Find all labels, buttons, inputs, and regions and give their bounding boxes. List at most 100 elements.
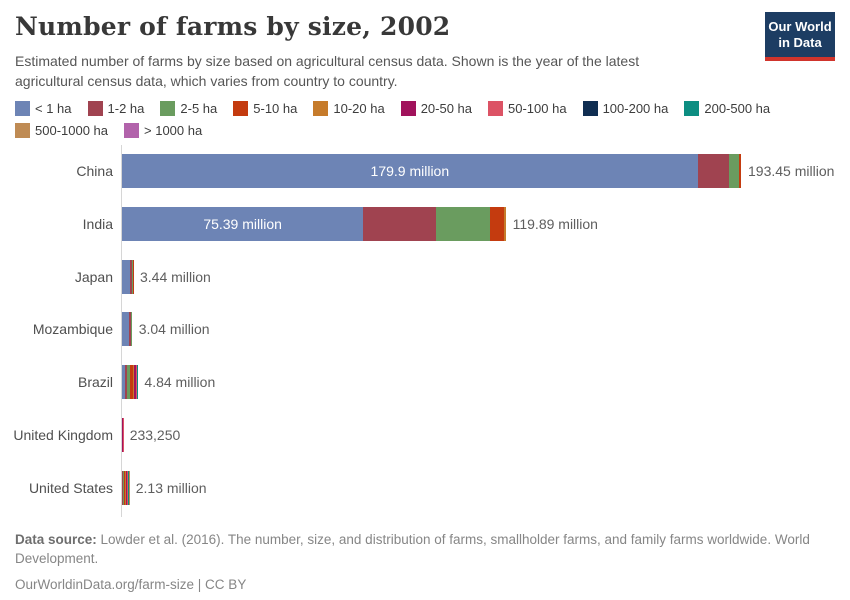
bar-segments bbox=[122, 259, 133, 294]
bar-row-united-kingdom: United Kingdom 233,250 bbox=[0, 418, 850, 452]
legend-item-1-ha[interactable]: < 1 ha bbox=[15, 101, 72, 116]
country-label: United States bbox=[28, 479, 113, 496]
stacked-bar: 179.9 million 193.45 million bbox=[122, 154, 834, 188]
legend-item-50-100-ha[interactable]: 50-100 ha bbox=[488, 101, 567, 116]
bar-segment-2-5-ha[interactable] bbox=[132, 259, 133, 294]
bar-segment-1-2-ha[interactable] bbox=[363, 206, 437, 241]
stacked-bar: 75.39 million 119.89 million bbox=[122, 206, 598, 241]
bar-segment-50-100-ha[interactable] bbox=[126, 470, 128, 505]
bar-segment-10-20-ha[interactable] bbox=[132, 365, 135, 400]
legend-item-1000-ha[interactable]: > 1000 ha bbox=[124, 123, 202, 138]
segment-value-label: 75.39 million bbox=[203, 215, 282, 232]
country-label: China bbox=[76, 163, 113, 179]
country-label: India bbox=[82, 215, 113, 232]
bar-segments bbox=[122, 470, 129, 505]
legend-label: < 1 ha bbox=[35, 101, 72, 116]
legend-label: 2-5 ha bbox=[180, 101, 218, 116]
bar-segment-5-10-ha[interactable] bbox=[489, 206, 504, 241]
bar-segment-1-ha[interactable]: 179.9 million bbox=[122, 154, 698, 188]
country-label: Japan bbox=[74, 268, 113, 285]
bar-segment-2-5-ha[interactable] bbox=[127, 365, 131, 400]
bar-total-label: 119.89 million bbox=[512, 215, 598, 232]
bar-segment-2-5-ha[interactable] bbox=[436, 206, 490, 241]
bar-segment-2-5-ha[interactable] bbox=[122, 470, 124, 505]
legend-swatch-icon bbox=[582, 101, 598, 116]
stacked-bar: 4.84 million bbox=[122, 365, 216, 400]
legend-label: 50-100 ha bbox=[508, 101, 567, 116]
bar-total-label: 3.04 million bbox=[138, 321, 210, 338]
stacked-bar: 3.04 million bbox=[122, 312, 210, 347]
bar-segment-20-50-ha[interactable] bbox=[125, 470, 127, 505]
chart-title: Number of farms by size, 2002 bbox=[15, 12, 451, 41]
bar-segment-1-ha[interactable] bbox=[122, 365, 126, 400]
legend-item-10-20-ha[interactable]: 10-20 ha bbox=[313, 101, 385, 116]
bar-segments bbox=[122, 365, 138, 400]
bar-segment-2-5-ha[interactable] bbox=[728, 154, 740, 188]
bar-row-united-states: United States 2.13 million bbox=[0, 470, 850, 505]
bar-segment-1-ha[interactable]: 75.39 million bbox=[122, 206, 364, 241]
bar-segment-1-2-ha[interactable] bbox=[122, 470, 123, 505]
bar-row-mozambique: Mozambique 3.04 million bbox=[0, 312, 850, 347]
owid-link[interactable]: OurWorldinData.org/farm-size | CC BY bbox=[15, 576, 247, 592]
legend-label: 100-200 ha bbox=[602, 101, 669, 116]
legend-item-500-1000-ha[interactable]: 500-1000 ha bbox=[15, 123, 108, 138]
legend-label: 20-50 ha bbox=[420, 101, 473, 116]
bar-row-india: India 75.39 million 119.89 million bbox=[0, 206, 850, 241]
bar-segment-10-20-ha[interactable] bbox=[503, 206, 506, 241]
bar-segment-1-ha[interactable] bbox=[122, 259, 131, 294]
legend-item-5-10-ha[interactable]: 5-10 ha bbox=[233, 101, 297, 116]
bar-total-label: 233,250 bbox=[129, 427, 181, 443]
owid-logo[interactable]: Our World in Data bbox=[765, 12, 835, 62]
legend-swatch-icon bbox=[124, 123, 140, 138]
bar-segment-1-2-ha[interactable] bbox=[130, 259, 133, 294]
bar-row-brazil: Brazil 4.84 million bbox=[0, 365, 850, 400]
legend-swatch-icon bbox=[400, 101, 416, 116]
legend-swatch-icon bbox=[15, 123, 30, 138]
bar-row-japan: Japan 3.44 million bbox=[0, 259, 850, 294]
legend-label: 5-10 ha bbox=[253, 101, 298, 116]
bar-segment-5-10-ha[interactable] bbox=[130, 365, 133, 400]
bar-segments bbox=[122, 418, 123, 452]
legend-label: 200-500 ha bbox=[704, 101, 771, 116]
legend-label: 10-20 ha bbox=[333, 101, 385, 116]
country-label: Mozambique bbox=[32, 321, 113, 338]
bar-segment-5-10-ha[interactable] bbox=[739, 154, 742, 188]
legend-item-1-2-ha[interactable]: 1-2 ha bbox=[87, 101, 144, 116]
country-label: Brazil bbox=[77, 374, 113, 391]
legend-item-2-5-ha[interactable]: 2-5 ha bbox=[160, 101, 217, 116]
bar-segments: 179.9 million bbox=[122, 154, 742, 188]
legend-label: > 1000 ha bbox=[144, 123, 203, 138]
bar-segment-100-200-ha[interactable] bbox=[127, 470, 129, 505]
legend-item-20-50-ha[interactable]: 20-50 ha bbox=[400, 101, 473, 116]
bar-segment-1-2-ha[interactable] bbox=[697, 154, 729, 188]
chart-header: Number of farms by size, 2002 Our World … bbox=[15, 12, 835, 92]
data-source-note: Data source: Lowder et al. (2016). The n… bbox=[15, 531, 835, 569]
bar-segments: 75.39 million bbox=[122, 206, 506, 241]
bar-segment-1-2-ha[interactable] bbox=[125, 365, 128, 400]
bar-segment-1-ha[interactable] bbox=[122, 312, 130, 347]
country-label: United Kingdom bbox=[13, 427, 113, 443]
data-source-text: Lowder et al. (2016). The number, size, … bbox=[15, 532, 810, 566]
owid-logo-line1: Our World bbox=[768, 19, 832, 34]
bar-segments bbox=[122, 312, 132, 347]
segment-value-label: 179.9 million bbox=[370, 163, 450, 179]
legend-swatch-icon bbox=[233, 101, 249, 116]
bar-segment-10-20-ha[interactable] bbox=[124, 470, 126, 505]
plot-area: China 179.9 million 193.45 million India 75.… bbox=[0, 145, 850, 520]
bar-segment-50-100-ha[interactable] bbox=[136, 365, 137, 400]
chart-footer: Data source: Lowder et al. (2016). The n… bbox=[15, 531, 835, 595]
legend-swatch-icon bbox=[313, 101, 329, 116]
bar-segment-20-50-ha[interactable] bbox=[134, 365, 137, 400]
legend-label: 500-1000 ha bbox=[35, 123, 109, 138]
bar-total-label: 4.84 million bbox=[144, 374, 216, 391]
legend-swatch-icon bbox=[488, 101, 504, 116]
bar-segment-5-10-ha[interactable] bbox=[123, 470, 125, 505]
bar-segment-1-2-ha[interactable] bbox=[129, 312, 132, 347]
y-axis-line bbox=[121, 145, 122, 517]
legend-item-200-500-ha[interactable]: 200-500 ha bbox=[684, 101, 770, 116]
bar-total-label: 2.13 million bbox=[135, 479, 207, 496]
legend-swatch-icon bbox=[160, 101, 176, 116]
legend-item-100-200-ha[interactable]: 100-200 ha bbox=[582, 101, 669, 116]
chart-subtitle: Estimated number of farms by size based … bbox=[15, 53, 640, 90]
